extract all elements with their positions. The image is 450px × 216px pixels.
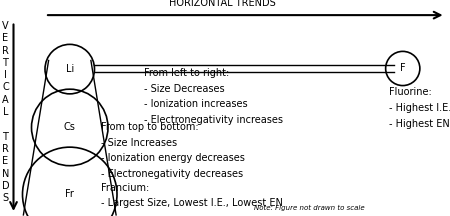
Text: From top to bottom:: From top to bottom:: [101, 122, 199, 132]
Text: T: T: [2, 58, 9, 68]
Text: - Electronegativity decreases: - Electronegativity decreases: [101, 169, 243, 179]
Text: D: D: [2, 181, 9, 191]
Text: - Size Decreases: - Size Decreases: [144, 84, 225, 94]
Text: - Ionization energy decreases: - Ionization energy decreases: [101, 153, 245, 163]
Text: T: T: [2, 132, 9, 142]
Text: F: F: [400, 64, 405, 73]
Text: L: L: [3, 107, 8, 117]
Text: - Highest I.E.: - Highest I.E.: [389, 103, 450, 113]
Text: Note: Figure not drawn to scale: Note: Figure not drawn to scale: [254, 205, 365, 211]
Text: - Ionization increases: - Ionization increases: [144, 99, 248, 109]
Text: From left to right:: From left to right:: [144, 68, 229, 78]
Text: Francium:: Francium:: [101, 183, 149, 192]
Text: Fr: Fr: [65, 189, 74, 199]
Text: - Electronegativity increases: - Electronegativity increases: [144, 115, 283, 125]
Text: A: A: [2, 95, 9, 105]
Text: N: N: [2, 169, 9, 179]
Text: C: C: [2, 83, 9, 92]
Text: R: R: [2, 46, 9, 56]
Text: - Size Increases: - Size Increases: [101, 138, 177, 148]
Text: E: E: [2, 33, 9, 43]
Text: - Highest EN: - Highest EN: [389, 119, 450, 129]
Text: Cs: Cs: [64, 122, 76, 132]
Text: V: V: [2, 21, 9, 31]
Text: R: R: [2, 144, 9, 154]
Text: S: S: [2, 193, 9, 203]
Text: Li: Li: [66, 64, 74, 74]
Text: I: I: [4, 70, 7, 80]
Text: Fluorine:: Fluorine:: [389, 87, 432, 97]
Text: - Largest Size, Lowest I.E., Lowest EN: - Largest Size, Lowest I.E., Lowest EN: [101, 198, 283, 208]
Text: E: E: [2, 156, 9, 166]
Text: HORIZONTAL TRENDS: HORIZONTAL TRENDS: [169, 0, 276, 8]
